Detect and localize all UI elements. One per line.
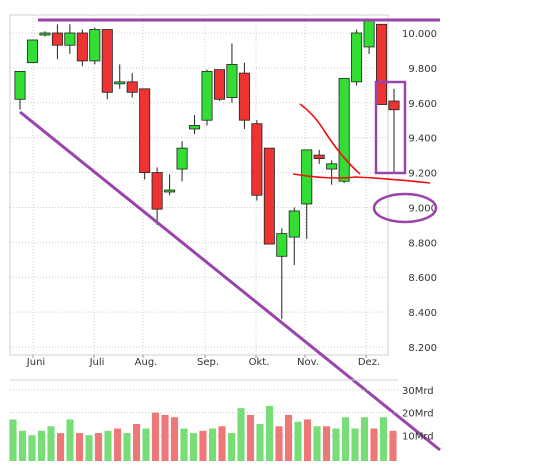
candle-body [201, 70, 213, 121]
candle-body [101, 29, 113, 93]
volume-bar [341, 417, 350, 461]
candle-body [89, 29, 101, 62]
candle-body [213, 69, 225, 100]
y-tick-label: 9.000 [408, 203, 437, 214]
candle-body [126, 81, 138, 93]
candle-body [226, 64, 238, 98]
volume-bar [37, 430, 46, 461]
y-tick-label: 8.600 [408, 273, 437, 284]
volume-bar [284, 414, 293, 461]
candle-body [363, 18, 375, 48]
candle-body [151, 172, 163, 210]
volume-tick-label: 20Mrd [402, 409, 434, 420]
candle-body [189, 125, 201, 130]
y-tick-label: 10.000 [402, 29, 437, 40]
volume-bar [161, 414, 169, 461]
volume-bar [132, 424, 141, 461]
volume-bar [9, 419, 17, 461]
red-curve-annotation [299, 103, 361, 175]
volume-bar [189, 433, 198, 461]
y-tick-label: 8.800 [408, 238, 437, 249]
volume-bar [265, 405, 274, 461]
volume-bar [237, 408, 245, 461]
volume-bar [275, 426, 283, 461]
volume-bar [18, 430, 27, 461]
volume-bar [113, 428, 122, 461]
candle-body [288, 210, 300, 238]
candle-body [276, 233, 288, 257]
x-tick-label: Juli [89, 357, 105, 368]
x-tick-label: Juni [26, 357, 45, 368]
highlight-box-annotation [374, 80, 407, 175]
target-circle-annotation [372, 192, 438, 224]
price-plot-area [9, 14, 389, 356]
candle-body [388, 100, 400, 111]
volume-bar [256, 424, 264, 461]
candle-body [76, 32, 88, 62]
candle-body [114, 81, 126, 85]
candle-body [338, 77, 350, 182]
y-tick-label: 9.600 [408, 99, 437, 110]
x-tick-label: Okt. [249, 357, 270, 368]
volume-tick-label: 10Mrd [402, 431, 434, 442]
volume-bar [332, 428, 340, 461]
candle-body [351, 32, 363, 83]
candle-body [51, 32, 63, 46]
volume-bar [208, 428, 217, 461]
red-neckline-annotation [292, 173, 431, 184]
volume-tick-label: 30Mrd [402, 386, 434, 397]
candle-body [238, 72, 250, 121]
volume-bar [66, 419, 74, 461]
y-tick-label: 8.400 [408, 308, 437, 319]
volume-bar [294, 421, 302, 461]
volume-bar [104, 430, 112, 461]
volume-bar [180, 428, 188, 461]
candle-body [251, 123, 263, 196]
candle-body [139, 88, 151, 173]
volume-bar [322, 426, 331, 461]
volume-bar [151, 412, 160, 461]
volume-bar [85, 435, 93, 461]
volume-bar [370, 428, 378, 461]
volume-bar [227, 433, 236, 461]
volume-bar [351, 428, 359, 461]
volume-bar [360, 417, 369, 461]
x-tick-label: Sep. [197, 357, 219, 368]
candle-body [39, 32, 51, 36]
volume-bar [303, 419, 312, 461]
volume-bar [142, 428, 150, 461]
volume-bar [389, 430, 397, 461]
candle-body [313, 154, 325, 160]
candle-body [26, 39, 38, 64]
volume-bar [218, 426, 226, 461]
y-tick-label: 8.200 [408, 343, 437, 354]
volume-bar [379, 417, 388, 461]
candle-body [176, 147, 188, 170]
volume-bar [75, 433, 84, 461]
x-tick-label: Nov. [297, 357, 319, 368]
volume-bar [246, 414, 255, 461]
candle-body [164, 189, 176, 193]
volume-bar [199, 430, 207, 461]
candle-body [326, 163, 338, 170]
support-trendline-annotation [19, 110, 441, 452]
volume-bar [123, 433, 131, 461]
y-tick-label: 9.200 [408, 169, 437, 180]
y-tick-label: 9.800 [408, 64, 437, 75]
x-tick-label: Dez. [358, 357, 380, 368]
volume-bar [170, 417, 179, 461]
candle-body [376, 23, 388, 105]
volume-bar [56, 433, 65, 461]
y-tick-label: 9.400 [408, 134, 437, 145]
volume-bar [313, 426, 321, 461]
x-tick-label: Aug. [135, 357, 158, 368]
candle-body [14, 70, 26, 100]
candle-body [263, 147, 275, 245]
volume-bar [94, 433, 103, 461]
volume-bar [47, 426, 55, 461]
volume-bar [28, 435, 36, 461]
candle-body [64, 32, 76, 46]
